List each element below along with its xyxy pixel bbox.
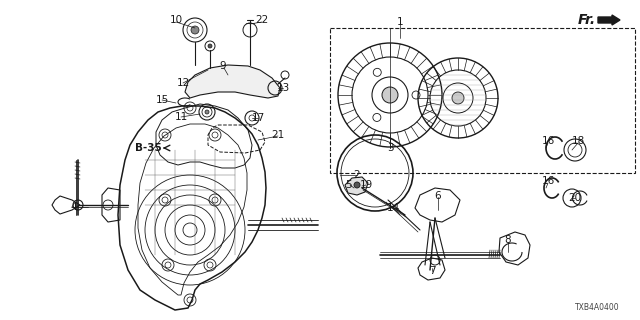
Circle shape <box>208 44 212 48</box>
Text: 6: 6 <box>435 191 442 201</box>
Circle shape <box>191 26 199 34</box>
Text: 5: 5 <box>345 180 351 190</box>
Text: 16: 16 <box>541 176 555 186</box>
Text: 8: 8 <box>505 235 511 245</box>
Text: 12: 12 <box>177 78 189 88</box>
FancyArrow shape <box>598 15 620 25</box>
Circle shape <box>354 182 360 188</box>
Circle shape <box>205 110 209 114</box>
Text: 13: 13 <box>276 83 290 93</box>
Text: B-35: B-35 <box>134 143 161 153</box>
Text: TXB4A0400: TXB4A0400 <box>575 303 620 313</box>
Text: 17: 17 <box>252 113 264 123</box>
Text: 3: 3 <box>387 143 394 153</box>
Circle shape <box>452 92 464 104</box>
Text: 2: 2 <box>354 170 360 180</box>
Text: 22: 22 <box>255 15 269 25</box>
Text: 9: 9 <box>220 61 227 71</box>
Text: 18: 18 <box>572 136 584 146</box>
Text: 15: 15 <box>156 95 168 105</box>
Polygon shape <box>345 177 368 195</box>
Circle shape <box>382 87 398 103</box>
Text: 7: 7 <box>429 266 435 276</box>
Bar <box>330 28 635 173</box>
Text: 20: 20 <box>568 193 582 203</box>
Polygon shape <box>185 65 280 98</box>
Text: 1: 1 <box>397 17 403 27</box>
Text: 10: 10 <box>170 15 182 25</box>
Text: 21: 21 <box>271 130 285 140</box>
Text: 19: 19 <box>360 180 372 190</box>
Text: 4: 4 <box>70 202 77 212</box>
Text: 14: 14 <box>387 203 399 213</box>
Text: 16: 16 <box>541 136 555 146</box>
Text: Fr.: Fr. <box>578 13 596 27</box>
Text: 11: 11 <box>174 112 188 122</box>
